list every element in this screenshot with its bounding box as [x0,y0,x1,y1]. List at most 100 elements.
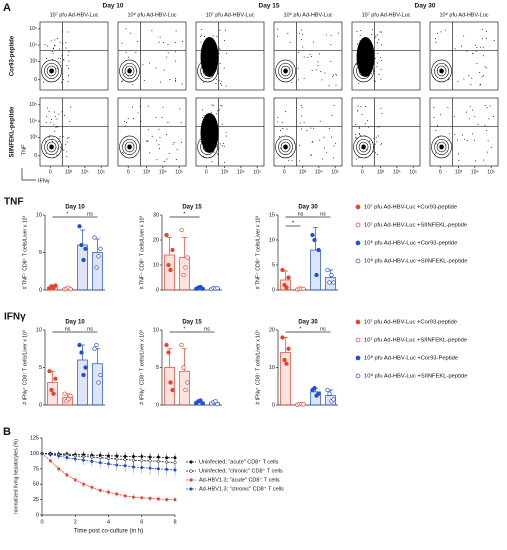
event-dot [216,113,218,115]
event-dot [223,145,225,147]
contour [353,135,374,159]
data-point [66,396,71,402]
data-point [284,285,289,290]
x-tick-label: 10⁴ [159,169,167,175]
legend-label: Ad-HBV1.3; "acute" CD8⁺ T cells [199,476,280,483]
event-dot [447,107,449,109]
event-dot [377,52,379,54]
event-dot [277,28,279,30]
event-dot [367,120,369,122]
contour [361,144,366,150]
event-dot [469,106,471,108]
data-point [215,402,220,407]
legend-marker [189,487,193,491]
event-dot [324,147,326,149]
event-dot [298,51,300,53]
data-point [94,342,99,348]
event-dot [211,104,213,106]
significance-label: * [299,326,302,332]
event-dot [225,85,227,87]
data-point [166,350,171,355]
axis-arrow [21,168,36,181]
legend-label: 10⁸ pfu Ad-HBV-Luc +Cor93-peptide [364,240,457,247]
legend-marker [355,373,361,379]
event-dot [67,80,69,82]
data-point [156,497,160,501]
event-dot [482,46,484,48]
data-point [77,342,82,348]
event-dot [66,151,68,153]
event-dot [303,122,305,124]
legend-label: 10⁷ pfu Ad-HBV-Luc +Cor93-peptide [364,204,457,211]
data-point [314,272,319,278]
event-dot [48,111,50,113]
contour [44,62,59,79]
event-dot [175,80,177,82]
event-dot [319,139,321,141]
data-point [96,380,101,385]
event-dot [155,140,157,142]
event-dot [223,39,225,41]
event-dot [463,35,465,37]
event-dot [365,106,367,108]
event-dot [58,48,60,50]
event-dot [474,115,476,117]
event-dot [59,146,61,148]
event-dot [454,134,456,136]
event-dot [466,140,468,142]
x-tick-label: 0 [283,169,286,175]
contour [205,68,210,74]
event-dot [312,41,314,43]
event-dot [181,41,183,43]
event-dot [376,141,378,143]
event-dot [472,133,474,135]
data-point [170,247,175,253]
significance-label: ns [87,326,93,332]
data-point [325,267,330,273]
event-dot [68,137,70,139]
event-dot [151,135,153,137]
event-dot [50,119,52,121]
contour [205,144,210,150]
event-dot [484,124,486,126]
event-dot [44,44,46,46]
data-point [286,275,291,280]
contour [275,59,296,83]
event-dot [358,157,360,159]
event-dot [142,64,144,66]
event-dot [147,140,149,142]
x-tick-label: 0 [127,169,130,175]
legend-label: 10⁸ pfu Ad-HBV-Luc +Cor93-Peptide [364,355,458,362]
flow-plot [351,21,421,91]
data-point [200,401,205,406]
event-dot [221,123,223,125]
data-point [312,237,317,243]
flow-plot [39,21,109,91]
event-dot [374,57,376,59]
significance-label: ns [320,326,326,332]
y-tick-label: 10⁴ [29,42,37,48]
row-label: TNF [4,197,23,208]
event-dot [220,84,222,86]
x-tick-label: 4 [107,519,110,525]
event-dot [174,41,176,43]
y-tick-label: 5 [39,365,42,371]
event-dot [217,154,219,156]
event-dot [202,117,204,119]
event-dot [488,118,490,120]
event-dot [216,110,218,112]
event-dot [356,30,358,32]
event-dot [449,133,451,135]
data-point [316,247,321,253]
data-point [92,346,97,351]
event-dot [219,109,221,111]
event-dot [444,29,446,31]
contour [283,68,288,74]
event-dot [302,33,304,35]
column-label: 10⁸ pfu Ad-HBV-Luc [283,11,332,18]
column-label: 10⁷ pfu Ad-HBV-Luc [50,11,99,18]
event-dot [482,55,484,57]
y-tick-label: 5 [39,250,42,256]
event-dot [322,158,324,160]
x-tick-label: 0 [439,169,442,175]
